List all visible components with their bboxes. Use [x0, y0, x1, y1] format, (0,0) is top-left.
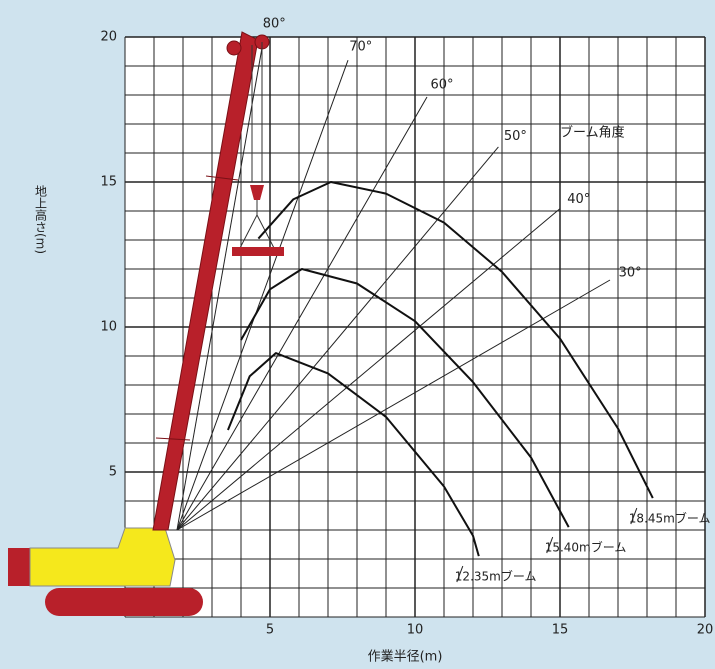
angle-label: 30° — [619, 266, 642, 281]
angle-label: 40° — [567, 192, 590, 207]
angle-label: 50° — [504, 129, 527, 144]
crawler — [45, 588, 203, 616]
angle-label: 70° — [349, 39, 372, 54]
angle-label: 80° — [263, 16, 286, 31]
y-tick-label: 10 — [100, 320, 117, 335]
grid — [125, 37, 705, 617]
sheave — [227, 41, 241, 55]
x-tick-label: 5 — [266, 623, 274, 638]
x-tick-label: 15 — [552, 623, 569, 638]
y-tick-label: 15 — [100, 175, 117, 190]
series-label: 15.40mブーム — [545, 540, 627, 555]
y-tick-label: 5 — [109, 465, 117, 480]
x-tick-label: 10 — [407, 623, 424, 638]
angle-label: 60° — [430, 77, 453, 92]
series-label: 12.35mブーム — [455, 569, 537, 584]
x-axis-label: 作業半径(m) — [368, 649, 443, 665]
y-tick-label: 20 — [100, 30, 117, 45]
angle-title: ブーム角度 — [560, 125, 625, 141]
y-axis-label: 地上高さ(m) — [34, 185, 48, 255]
chart: 作業半径(m) 地上高さ(m) ブーム角度 5 10 15 20 5 10 15 20 30° 4… — [0, 0, 715, 669]
x-tick-label: 20 — [697, 623, 714, 638]
counterweight — [8, 548, 33, 586]
load — [232, 247, 284, 256]
series-label: 18.45mブーム — [629, 511, 711, 526]
